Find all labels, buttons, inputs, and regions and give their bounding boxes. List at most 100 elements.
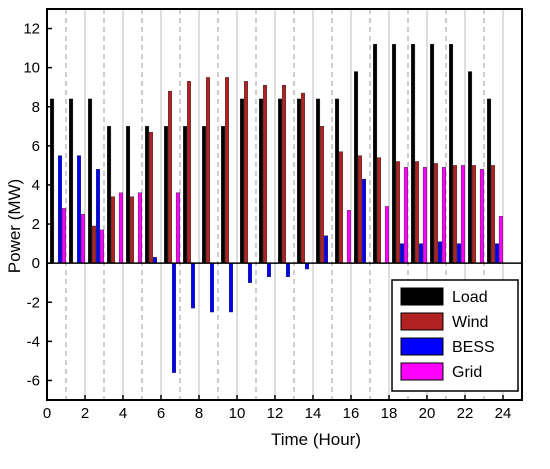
bar-bess xyxy=(171,262,176,373)
bar-grid xyxy=(137,192,142,264)
bar-wind xyxy=(491,165,496,264)
x-tick-label: 20 xyxy=(419,405,436,422)
x-tick-label: 4 xyxy=(119,405,127,422)
bar-bess xyxy=(76,155,81,264)
bar-bess xyxy=(456,243,461,264)
bar-wind xyxy=(244,81,249,264)
legend-swatch-wind xyxy=(400,312,444,331)
bar-load xyxy=(69,98,74,264)
bar-load xyxy=(183,126,188,264)
bar-load xyxy=(278,98,283,264)
bar-load xyxy=(316,98,321,264)
bar-wind xyxy=(130,196,135,264)
legend-swatch-load xyxy=(400,287,444,306)
bar-bess xyxy=(323,235,328,264)
bar-wind xyxy=(472,165,477,264)
bar-wind xyxy=(415,161,420,264)
y-tick-label: 6 xyxy=(32,138,40,155)
bar-load xyxy=(297,98,302,264)
plot-frame xyxy=(46,8,523,401)
bar-load xyxy=(411,43,416,264)
bar-wind xyxy=(206,77,211,264)
bar-wind xyxy=(225,77,230,264)
bar-load xyxy=(164,126,169,264)
x-tick-label: 10 xyxy=(229,405,246,422)
bar-load xyxy=(430,43,435,264)
y-tick-label: 10 xyxy=(23,60,40,77)
bar-load xyxy=(392,43,397,264)
legend-swatch-bess xyxy=(400,337,444,356)
bar-load xyxy=(107,126,112,264)
legend-swatch-grid xyxy=(400,362,444,381)
bar-load xyxy=(335,98,340,264)
bar-wind xyxy=(282,85,287,264)
bar-wind xyxy=(92,225,97,264)
x-axis-title: Time (Hour) xyxy=(271,430,361,449)
bar-bess xyxy=(285,262,290,278)
bar-wind xyxy=(358,155,363,264)
bar-grid xyxy=(441,167,446,264)
bar-load xyxy=(240,98,245,264)
x-tick-label: 12 xyxy=(267,405,284,422)
bar-bess xyxy=(494,243,499,264)
bar-wind xyxy=(396,161,401,264)
y-tick-label: 2 xyxy=(32,216,40,233)
bar-load xyxy=(50,98,55,264)
bar-bess xyxy=(57,155,62,264)
bar-grid xyxy=(460,165,465,264)
bar-grid xyxy=(80,214,85,264)
bar-grid xyxy=(61,208,66,264)
bar-grid xyxy=(346,210,351,264)
bar-grid xyxy=(99,229,104,264)
x-tick-label: 24 xyxy=(495,405,512,422)
bar-load xyxy=(145,126,150,264)
bar-wind xyxy=(320,126,325,264)
bar-load xyxy=(259,98,264,264)
legend-label-wind: Wind xyxy=(452,314,488,331)
bar-wind xyxy=(187,81,192,264)
bar-wind xyxy=(301,92,306,264)
bar-load xyxy=(221,126,226,264)
bar-bess xyxy=(437,241,442,264)
bar-load xyxy=(449,43,454,264)
y-axis-title: Power (MW) xyxy=(5,179,24,273)
bar-bess xyxy=(190,262,195,309)
bar-wind xyxy=(149,131,154,264)
bar-bess xyxy=(228,262,233,313)
bar-grid xyxy=(384,206,389,264)
bar-bess xyxy=(361,178,366,264)
x-tick-label: 14 xyxy=(305,405,322,422)
y-tick-label: 8 xyxy=(32,99,40,116)
bar-grid xyxy=(118,192,123,264)
x-tick-label: 2 xyxy=(81,405,89,422)
bar-bess xyxy=(304,262,309,270)
y-tick-label: -6 xyxy=(27,372,40,389)
x-tick-label: 8 xyxy=(195,405,203,422)
bar-wind xyxy=(453,165,458,264)
legend: Load Wind BESS Grid xyxy=(391,279,519,392)
bar-load xyxy=(354,71,359,264)
bar-load xyxy=(487,98,492,264)
bar-load xyxy=(373,43,378,264)
y-tick-label: 0 xyxy=(32,255,40,272)
bar-wind xyxy=(377,157,382,264)
x-tick-label: 0 xyxy=(43,405,51,422)
legend-label-load: Load xyxy=(452,289,488,306)
bar-bess xyxy=(266,262,271,278)
bar-load xyxy=(202,126,207,264)
bar-wind xyxy=(263,85,268,264)
y-tick-label: -2 xyxy=(27,294,40,311)
bar-wind xyxy=(111,196,116,264)
bar-bess xyxy=(209,262,214,313)
x-tick-label: 16 xyxy=(343,405,360,422)
bar-grid xyxy=(498,216,503,264)
x-tick-label: 18 xyxy=(381,405,398,422)
bar-load xyxy=(88,98,93,264)
bar-load xyxy=(468,71,473,264)
bar-wind xyxy=(434,163,439,264)
bar-grid xyxy=(403,167,408,264)
bar-bess xyxy=(418,243,423,264)
y-tick-label: 12 xyxy=(23,21,40,38)
bar-load xyxy=(126,126,131,264)
